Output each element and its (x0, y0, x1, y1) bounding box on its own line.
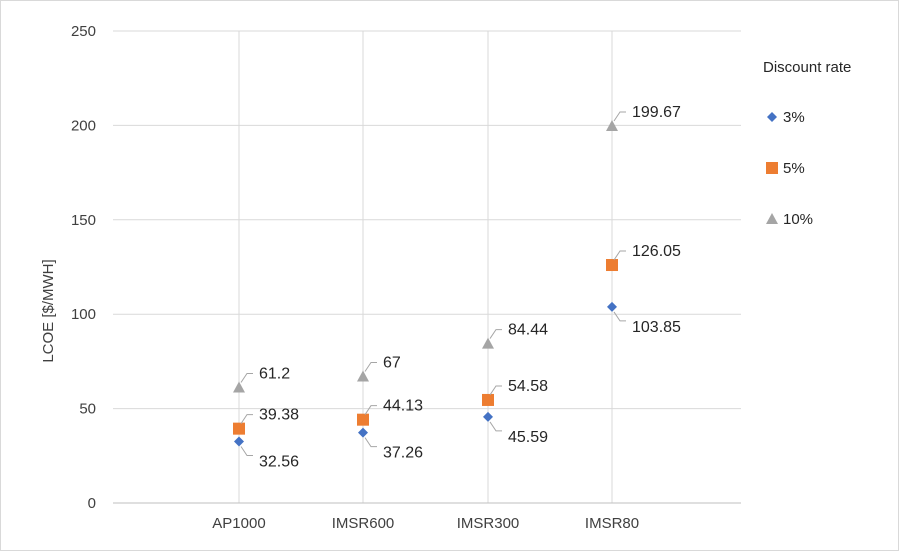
y-tick-label: 100 (71, 306, 96, 323)
legend-label: 5% (783, 160, 805, 177)
data-label: 199.67 (632, 104, 681, 121)
data-label: 61.2 (259, 365, 290, 382)
data-marks: 32.56 37.26 45.59 103.85 39.38 44.13 54.58 126.… (233, 104, 681, 471)
point-10%-IMSR80 (606, 120, 618, 132)
leader-line (364, 362, 377, 372)
data-label: 126.05 (632, 243, 681, 260)
y-axis-ticks: 0 50 100 150 200 250 (71, 23, 96, 512)
leader-line (489, 329, 502, 339)
legend: Discount rate 3% 5% 10% (763, 59, 851, 228)
point-10%-IMSR600 (357, 370, 369, 382)
data-label: 44.13 (383, 398, 423, 415)
x-tick-label: IMSR300 (457, 515, 520, 532)
data-label: 45.59 (508, 429, 548, 446)
data-label: 39.38 (259, 407, 299, 424)
point-5%-IMSR600 (357, 413, 369, 426)
data-label: 67 (383, 355, 401, 372)
point-3%-AP1000 (234, 436, 244, 447)
leader-line (240, 372, 253, 383)
legend-label: 10% (783, 211, 813, 228)
legend-label: 3% (783, 109, 805, 126)
point-3%-IMSR600 (358, 427, 368, 438)
legend-marker-5% (766, 162, 778, 174)
point-10%-AP1000 (233, 381, 245, 393)
legend-marker-10% (766, 213, 778, 224)
point-5%-IMSR80 (606, 259, 618, 272)
data-label: 37.26 (383, 445, 423, 462)
x-tick-label: IMSR600 (332, 515, 395, 532)
x-axis-ticks: AP1000 IMSR600 IMSR300 IMSR80 (212, 515, 639, 532)
data-label: 84.44 (508, 322, 548, 339)
x-tick-label: IMSR80 (585, 515, 639, 532)
point-5%-IMSR300 (482, 393, 494, 406)
point-3%-IMSR300 (483, 411, 493, 422)
legend-marker-3% (767, 112, 777, 122)
data-label: 103.85 (632, 319, 681, 336)
y-tick-label: 200 (71, 117, 96, 134)
point-3%-IMSR80 (607, 301, 617, 312)
point-10%-IMSR300 (482, 337, 494, 349)
leader-line (364, 437, 377, 448)
x-tick-label: AP1000 (212, 515, 265, 532)
leader-line (489, 421, 502, 432)
leader-line (364, 405, 377, 415)
data-label: 32.56 (259, 454, 299, 471)
leader-line (240, 414, 253, 424)
leader-line (613, 250, 626, 261)
gridlines (113, 30, 741, 504)
leader-line (613, 311, 626, 322)
point-5%-AP1000 (233, 422, 245, 435)
leader-line (489, 385, 502, 396)
leader-line (240, 446, 253, 457)
y-axis-label: LCOE [$/MWH] (40, 259, 57, 362)
legend-title: Discount rate (763, 59, 851, 76)
leader-line (613, 111, 626, 122)
y-tick-label: 50 (79, 401, 96, 418)
y-tick-label: 250 (71, 23, 96, 40)
y-tick-label: 150 (71, 212, 96, 229)
y-tick-label: 0 (88, 495, 96, 512)
data-label: 54.58 (508, 378, 548, 395)
